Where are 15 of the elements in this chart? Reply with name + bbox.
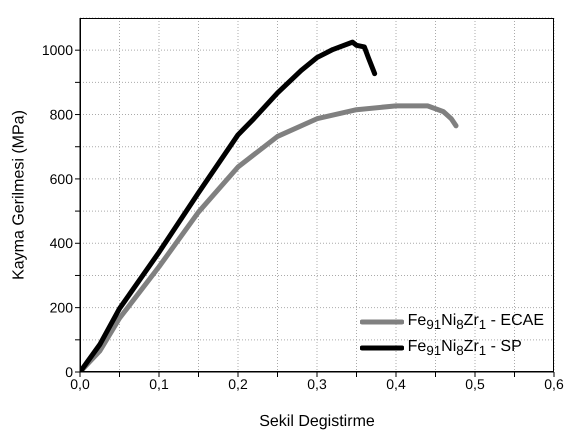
x-tick-label: 0,3	[307, 376, 327, 392]
legend-label: Fe$_{91}$Ni$_{8}$Zr$_{1}$ - ECAE	[408, 312, 544, 332]
legend-label: Fe$_{91}$Ni$_{8}$Zr$_{1}$ - SP	[408, 338, 522, 358]
x-tick-label: 0,2	[228, 376, 248, 392]
y-tick-label: 200	[50, 300, 74, 316]
x-tick-label: 0,1	[149, 376, 169, 392]
x-axis-title: Sekil Degistirme	[259, 413, 375, 430]
y-tick-label: 1000	[42, 42, 74, 58]
x-tick-label: 0,6	[544, 376, 564, 392]
x-tick-label: 0,5	[465, 376, 485, 392]
y-tick-label: 600	[50, 170, 74, 187]
y-tick-label: 400	[50, 235, 74, 252]
y-tick-label: 800	[50, 106, 74, 123]
x-tick-label: 0,4	[386, 376, 406, 392]
y-axis-title: Kayma Gerilmesi (MPa)	[10, 110, 28, 280]
